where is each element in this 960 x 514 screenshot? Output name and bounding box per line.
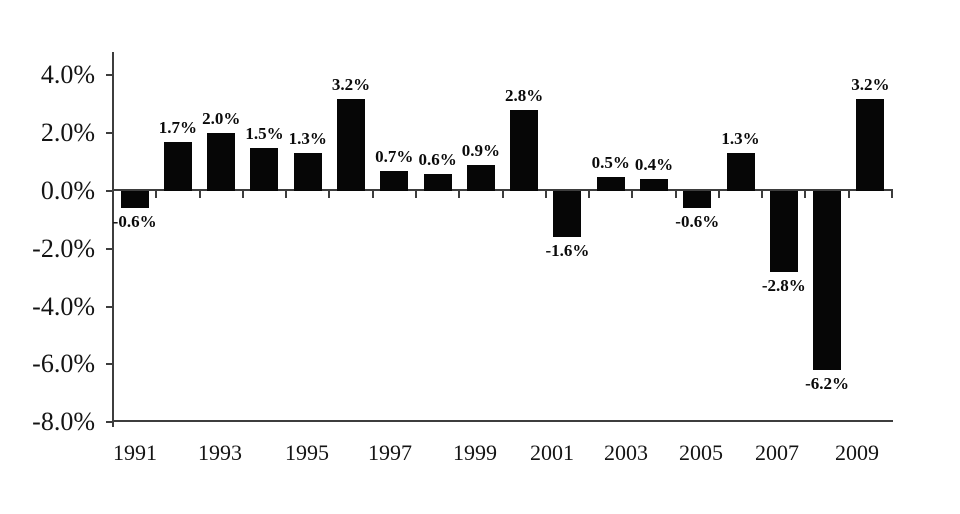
- category-tick: [761, 191, 764, 198]
- x-axis-tick-label: 2007: [755, 440, 799, 465]
- bar-2004: [683, 191, 712, 209]
- bar-value-label: -0.6%: [112, 212, 157, 232]
- category-tick: [112, 191, 114, 198]
- y-axis-tick-label: 4.0%: [40, 60, 95, 90]
- bar-value-label: 0.7%: [375, 146, 414, 166]
- category-tick: [198, 191, 201, 198]
- x-axis-tick-label: 2003: [604, 440, 648, 465]
- category-tick: [588, 191, 591, 198]
- y-axis-tick-label: 2.0%: [40, 118, 95, 148]
- category-tick: [674, 191, 677, 198]
- category-tick: [414, 191, 417, 198]
- category-tick: [501, 191, 504, 198]
- category-tick: [891, 191, 893, 198]
- bar-value-label: 0.4%: [634, 155, 674, 175]
- y-axis-tick: [106, 363, 113, 366]
- category-tick: [631, 191, 634, 198]
- category-tick: [155, 191, 158, 198]
- category-tick: [371, 191, 374, 198]
- bar-value-label: 1.7%: [158, 117, 198, 137]
- bar-2000: [510, 110, 539, 191]
- x-axis-line: [112, 420, 893, 422]
- category-tick: [241, 191, 244, 198]
- bar-value-label: -0.6%: [675, 212, 720, 232]
- category-tick: [847, 191, 850, 198]
- bar-2003: [639, 179, 668, 191]
- bar-value-label: -1.6%: [545, 241, 590, 261]
- bar-2005: [726, 153, 755, 191]
- y-axis-tick: [106, 74, 113, 77]
- bar-2007: [813, 191, 842, 371]
- category-tick: [458, 191, 461, 198]
- bar-1992: [163, 141, 192, 191]
- y-axis-tick-label: -6.0%: [32, 349, 95, 379]
- bar-1993: [207, 133, 236, 191]
- bar-value-label: 2.8%: [505, 86, 544, 106]
- y-axis-tick: [106, 305, 113, 308]
- category-tick: [328, 191, 331, 198]
- bar-value-label: 3.2%: [851, 74, 890, 94]
- bar-1994: [250, 147, 279, 191]
- bar-value-label: -6.2%: [805, 374, 850, 394]
- y-axis-tick: [106, 132, 113, 135]
- x-axis-tick-label: 2001: [530, 440, 574, 465]
- x-axis-tick-label: 1991: [113, 440, 157, 465]
- bar-2001: [553, 191, 582, 238]
- bar-1991: [120, 191, 149, 209]
- category-tick: [717, 191, 720, 198]
- zero-axis-line: [112, 189, 893, 191]
- bar-1995: [293, 153, 322, 191]
- x-axis-tick-label: 1995: [285, 440, 329, 465]
- y-axis-tick-label: -2.0%: [32, 233, 95, 263]
- x-axis-tick-label: 1999: [453, 440, 497, 465]
- category-tick: [285, 191, 288, 198]
- bar-value-label: 1.3%: [721, 129, 760, 149]
- category-tick: [804, 191, 807, 198]
- bar-value-label: 0.5%: [591, 152, 630, 172]
- bar-value-label: 1.3%: [288, 129, 327, 149]
- bar-1998: [423, 173, 452, 191]
- bar-1996: [337, 98, 366, 191]
- y-axis-tick-label: 0.0%: [40, 176, 95, 205]
- category-tick: [544, 191, 547, 198]
- bar-value-label: 1.5%: [245, 123, 284, 143]
- bar-value-label: 0.9%: [461, 140, 500, 160]
- bar-2002: [596, 176, 625, 191]
- y-axis-tick-label: -4.0%: [32, 291, 95, 321]
- x-axis-tick-label: 2009: [835, 440, 879, 465]
- bar-value-label: 0.6%: [418, 149, 457, 169]
- x-axis-tick-label: 1997: [368, 440, 412, 465]
- bar-value-label: 3.2%: [331, 74, 371, 94]
- bar-1997: [380, 170, 409, 191]
- bar-1999: [466, 164, 495, 191]
- bar-2006: [769, 191, 798, 272]
- bar-value-label: -2.8%: [761, 275, 806, 295]
- x-axis-tick-label: 2005: [679, 440, 723, 465]
- y-axis-tick: [106, 421, 113, 424]
- bar-value-label: 2.0%: [202, 109, 241, 129]
- bar-2008: [856, 98, 885, 191]
- x-axis-tick-label: 1993: [198, 440, 242, 465]
- y-axis-tick-label: -8.0%: [32, 407, 95, 437]
- y-axis-tick: [106, 190, 113, 192]
- y-axis-line: [112, 52, 114, 427]
- y-axis-tick: [106, 247, 113, 250]
